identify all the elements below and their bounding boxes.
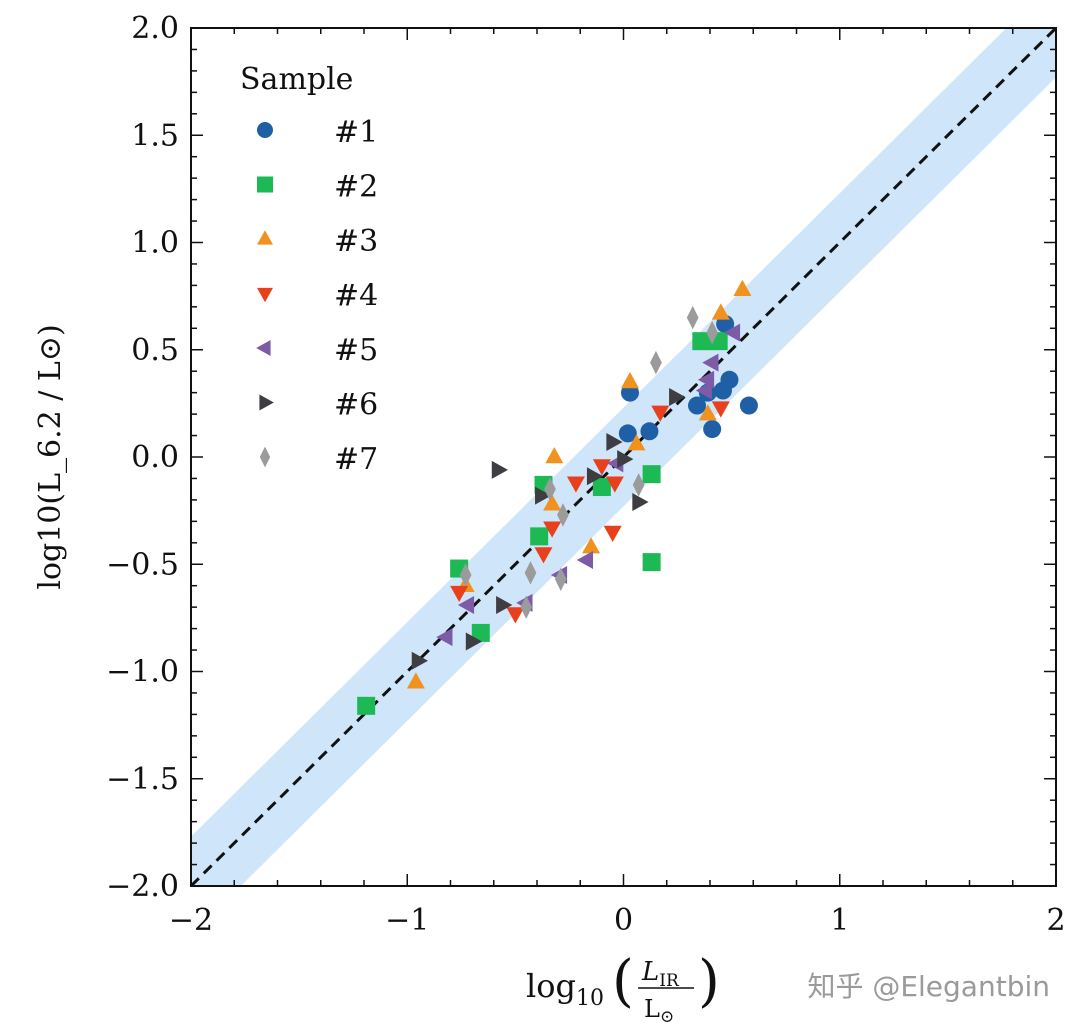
data-point-series-2 — [357, 696, 376, 715]
data-point-series-4 — [566, 476, 585, 493]
legend-label-1: #1 — [334, 115, 378, 150]
legend-label-6: #6 — [334, 388, 378, 423]
y-tick-label: −2.0 — [106, 869, 179, 904]
legend-marker-3 — [257, 230, 273, 245]
data-point-series-4 — [506, 607, 525, 624]
legend-marker-2 — [257, 176, 273, 193]
legend-marker-6 — [259, 394, 274, 411]
data-point-series-4 — [651, 405, 670, 422]
data-point-series-1 — [688, 396, 707, 415]
data-point-series-6 — [617, 450, 634, 469]
data-point-series-7 — [706, 320, 719, 345]
data-point-series-2 — [642, 553, 661, 572]
y-axis-label: log10(L_6.2 / L⊙) — [33, 324, 68, 589]
data-point-series-3 — [545, 447, 564, 464]
data-point-series-1 — [618, 424, 637, 443]
data-point-series-3 — [698, 404, 717, 421]
legend-marker-5 — [256, 340, 271, 356]
data-point-series-1 — [640, 422, 659, 441]
data-point-series-6 — [496, 596, 513, 615]
svg-text:log10: log10 — [526, 967, 604, 1011]
data-point-series-1 — [703, 420, 722, 439]
data-point-series-3 — [711, 303, 730, 320]
data-point-series-4 — [450, 585, 469, 603]
data-point-series-5 — [723, 323, 741, 342]
y-tick-label: −1.5 — [106, 762, 179, 797]
data-point-series-4 — [711, 401, 730, 418]
data-point-series-6 — [632, 493, 649, 512]
data-point-series-7 — [554, 567, 567, 591]
data-point-series-6 — [606, 432, 623, 451]
data-point-series-7 — [557, 503, 569, 527]
y-tick-label: 0.5 — [131, 333, 179, 368]
svg-text:(: ( — [612, 949, 634, 1014]
data-point-series-6 — [669, 387, 686, 406]
legend-title: Sample — [240, 62, 353, 97]
data-point-series-7 — [632, 473, 645, 497]
x-tick-label: −1 — [385, 903, 429, 938]
legend: Sample #1 #2 #3 #4 #5 #6 #7 — [240, 62, 378, 477]
data-point-series-7 — [520, 595, 533, 619]
legend-marker-4 — [257, 287, 273, 303]
y-tick-label: 0.0 — [131, 440, 179, 475]
svg-text:LIR: LIR — [641, 957, 680, 991]
x-axis-label: log10 ( LIR L⊙ ) — [526, 949, 720, 1027]
data-point-series-6 — [586, 467, 604, 486]
data-point-series-3 — [627, 434, 646, 451]
x-tick-label: 1 — [830, 903, 849, 938]
data-point-series-5 — [457, 596, 475, 615]
data-point-series-4 — [603, 525, 622, 542]
svg-text:): ) — [698, 949, 720, 1014]
data-point-series-3 — [620, 372, 639, 389]
y-tick-label: 2.0 — [131, 11, 179, 46]
x-tick-label: −2 — [169, 903, 213, 938]
data-point-series-3 — [406, 672, 425, 689]
data-point-series-1 — [720, 370, 739, 389]
data-point-series-2 — [530, 527, 549, 546]
y-tick-label: 1.5 — [131, 118, 179, 153]
watermark: 知乎 @Elegantbin — [807, 970, 1050, 1003]
data-point-series-2 — [471, 623, 490, 642]
legend-marker-7 — [259, 446, 271, 468]
data-point-series-5 — [695, 381, 712, 400]
data-point-series-6 — [535, 486, 552, 505]
data-point-series-7 — [544, 477, 556, 501]
legend-marker-1 — [257, 122, 273, 138]
data-point-series-5 — [702, 353, 719, 372]
data-point-series-7 — [650, 350, 662, 375]
data-point-series-2 — [642, 465, 661, 484]
data-point-series-6 — [465, 632, 483, 651]
y-tick-label: −1.0 — [106, 655, 179, 690]
one-to-one-line — [191, 28, 1056, 886]
legend-label-2: #2 — [334, 170, 378, 205]
data-point-series-3 — [733, 279, 752, 296]
data-point-series-3 — [582, 537, 601, 554]
data-point-series-7 — [459, 563, 472, 587]
legend-label-5: #5 — [334, 333, 378, 368]
legend-label-4: #4 — [334, 279, 378, 314]
data-point-series-5 — [576, 550, 594, 569]
data-point-series-3 — [543, 494, 562, 511]
data-point-series-4 — [605, 476, 624, 493]
data-point-series-2 — [592, 478, 611, 497]
legend-label-3: #3 — [334, 224, 378, 259]
legend-label-7: #7 — [334, 442, 378, 477]
data-point-series-2 — [692, 332, 711, 351]
svg-text:L⊙: L⊙ — [644, 995, 674, 1027]
data-point-series-5 — [436, 628, 453, 647]
x-tick-label: 0 — [614, 903, 633, 938]
data-point-series-6 — [411, 651, 428, 670]
data-point-series-4 — [534, 547, 553, 564]
data-point-series-4 — [543, 521, 562, 538]
data-point-series-7 — [524, 561, 537, 585]
data-point-series-1 — [739, 396, 758, 415]
y-tick-label: 1.0 — [131, 226, 179, 261]
x-tick-label: 2 — [1046, 903, 1065, 938]
y-tick-label: −0.5 — [106, 547, 179, 582]
data-point-series-4 — [592, 459, 611, 476]
data-point-series-6 — [491, 460, 508, 479]
data-point-series-7 — [686, 305, 699, 330]
